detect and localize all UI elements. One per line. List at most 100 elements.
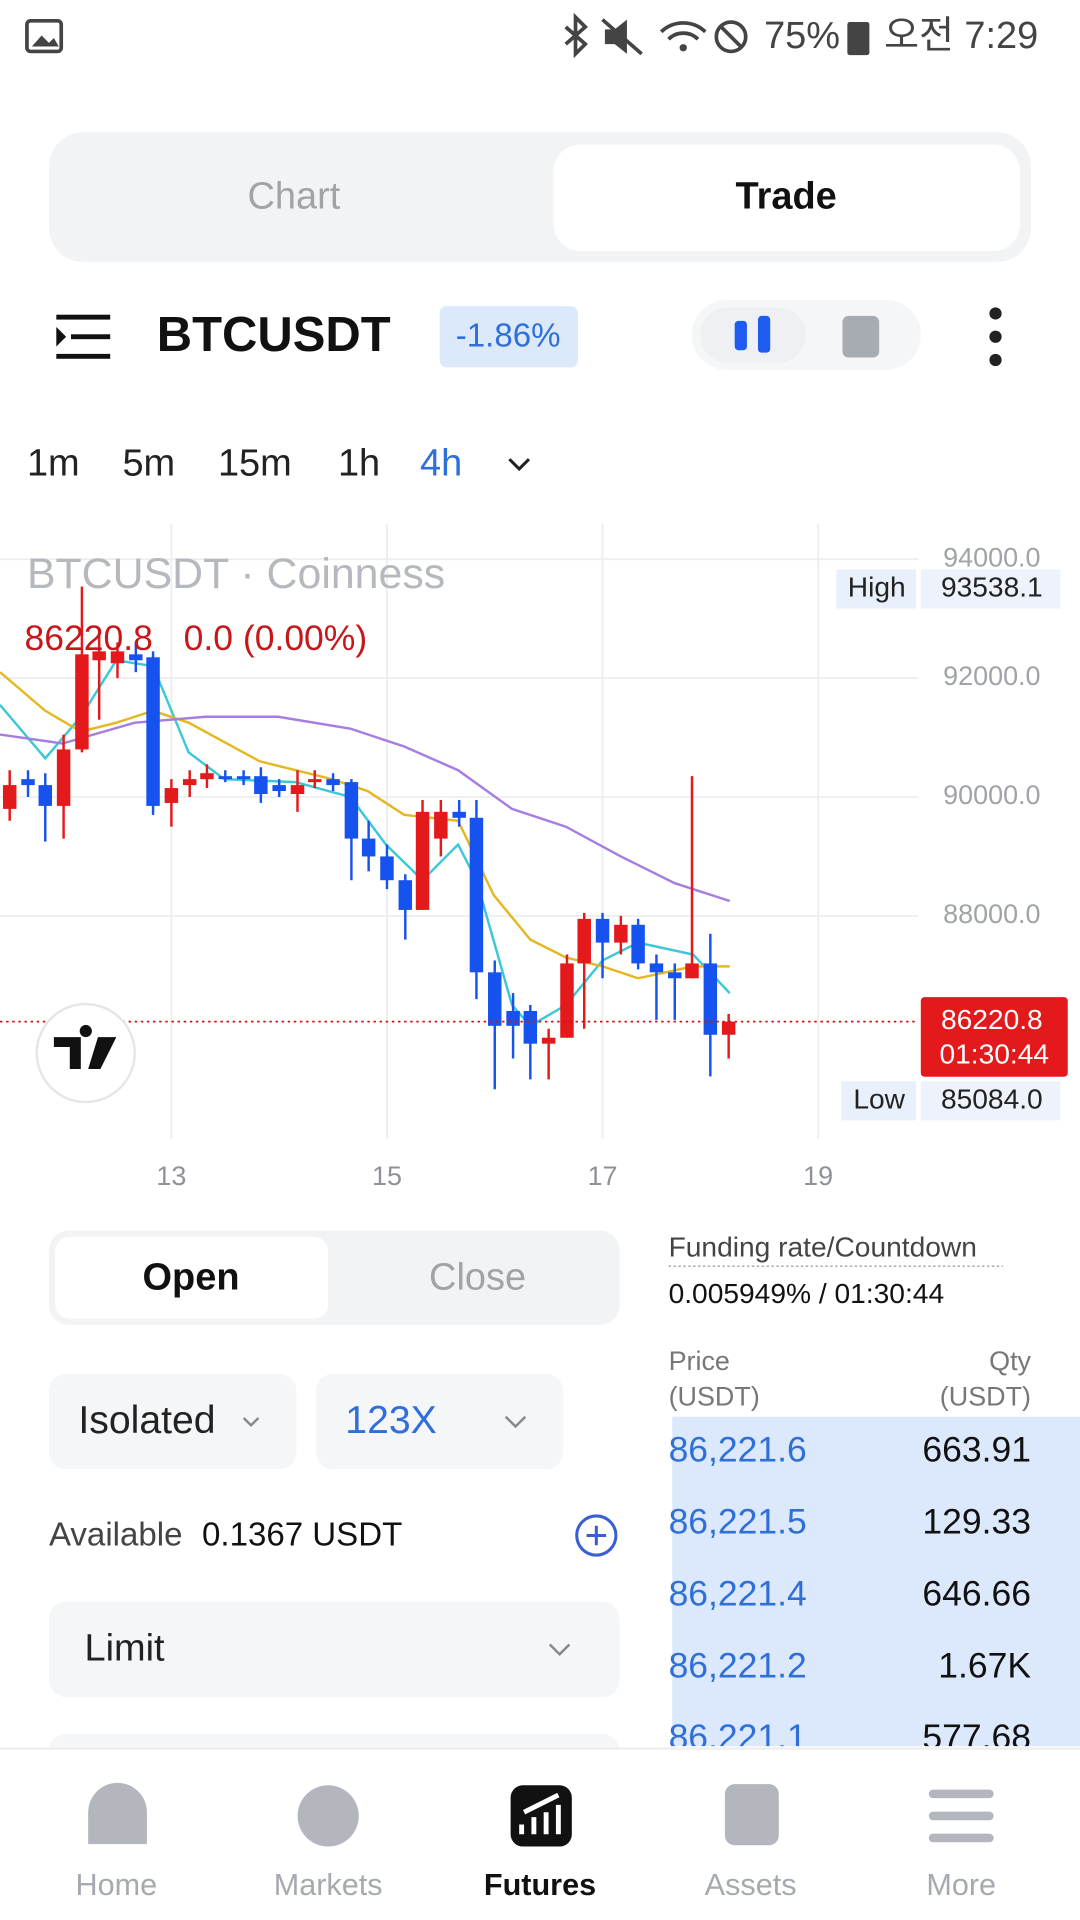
price-tag-countdown: 01:30:44 — [939, 1038, 1049, 1069]
candle-body — [110, 651, 125, 664]
timeframe[interactable]: 1m — [27, 442, 80, 484]
book-price[interactable]: 86,221.1 — [669, 1717, 807, 1757]
block-slash — [719, 25, 743, 48]
nav-item[interactable]: Home — [75, 1868, 157, 1902]
candle-body — [415, 811, 430, 910]
candle-icon — [757, 315, 771, 353]
menu-line — [56, 353, 111, 359]
kebab-dot[interactable] — [989, 330, 1002, 343]
mute-icon — [604, 19, 627, 54]
doc-icon[interactable] — [842, 315, 880, 358]
candle-body — [200, 773, 214, 780]
candle-body — [164, 788, 179, 803]
leverage-select[interactable] — [315, 1373, 564, 1470]
view-toggle-active — [700, 307, 806, 363]
timeframe-dropdown[interactable] — [508, 458, 531, 472]
ohlc-price: 86220.8 — [24, 618, 152, 658]
timeframe[interactable]: 5m — [122, 442, 175, 484]
candle-body — [560, 963, 574, 1038]
leverage: 123X — [345, 1399, 436, 1442]
low-label-bg — [841, 1081, 916, 1121]
moving-average — [0, 671, 730, 980]
margin-mode: Isolated — [78, 1399, 215, 1442]
candle-body — [721, 1021, 736, 1035]
nav-item[interactable]: Futures — [484, 1868, 596, 1902]
candle-body — [344, 782, 359, 839]
x-tick-label: 17 — [588, 1161, 618, 1191]
tab-active-bg — [553, 144, 1020, 252]
menu-line — [71, 334, 111, 340]
moving-average — [0, 715, 731, 903]
timeframe[interactable]: 15m — [218, 442, 292, 484]
candle-body — [595, 918, 610, 943]
futures-icon-bars — [519, 1792, 561, 1835]
book-price[interactable]: 86,221.2 — [669, 1645, 807, 1685]
tv-logo[interactable] — [35, 1002, 136, 1104]
add-funds[interactable] — [575, 1514, 618, 1557]
mode-tab[interactable]: Close — [429, 1257, 526, 1299]
low-value-bg — [920, 1081, 1061, 1121]
home-icon — [88, 1782, 147, 1845]
futures-icon — [510, 1785, 572, 1847]
high-label-bg — [836, 569, 916, 609]
candle-body — [523, 1010, 538, 1044]
price-tag-value: 86220.8 — [941, 1004, 1043, 1035]
tab[interactable]: Trade — [736, 175, 837, 217]
x-tick-label: 19 — [803, 1161, 833, 1191]
book-header: Price — [669, 1346, 730, 1376]
book-header: (USDT) — [940, 1381, 1031, 1411]
candle-body — [469, 817, 484, 973]
margin-select[interactable] — [48, 1373, 297, 1470]
markets-icon — [297, 1785, 359, 1847]
candle-body — [361, 838, 376, 857]
y-tick-label: 90000.0 — [943, 780, 1040, 810]
book-price[interactable]: 86,221.6 — [669, 1430, 807, 1470]
chart: 88000.0 90000.0 92000.0 94000.0 13 15 17 19 BTC… — [0, 524, 1068, 1191]
kebab-dot[interactable] — [989, 307, 1002, 320]
candle-body — [703, 963, 718, 1035]
menu-icon[interactable] — [56, 314, 111, 359]
nav-item[interactable]: Markets — [274, 1868, 383, 1902]
tv-logo-mark — [53, 1024, 117, 1069]
book-header: Qty — [989, 1346, 1031, 1376]
chart-title: BTCUSDT · Coinness — [27, 550, 445, 598]
candle-body — [326, 779, 340, 786]
kebab-dot[interactable] — [989, 353, 1002, 367]
more-icon — [928, 1789, 994, 1843]
y-tick-label: 92000.0 — [943, 661, 1040, 691]
clock: 오전 7:29 — [884, 15, 1038, 57]
candle-body — [290, 785, 305, 795]
low-label: Low — [853, 1083, 905, 1114]
candle-body — [236, 776, 251, 780]
book-price[interactable]: 86,221.5 — [669, 1501, 807, 1541]
wifi-dot — [679, 44, 687, 52]
candle-body — [452, 811, 466, 818]
candle-body — [2, 785, 17, 809]
timeframe[interactable]: 4h — [420, 442, 462, 484]
nav-item[interactable]: More — [926, 1868, 996, 1902]
candle-body — [577, 918, 591, 964]
order-type-select[interactable] — [48, 1601, 620, 1698]
candle-body — [38, 785, 53, 806]
book-price[interactable]: 86,221.4 — [669, 1573, 807, 1613]
menu-arrow — [56, 326, 67, 347]
tab[interactable]: Chart — [247, 175, 340, 217]
price-tag: 86220.8 01:30:44 — [920, 997, 1068, 1077]
funding-value: 0.005949% / 01:30:44 — [669, 1278, 945, 1309]
battery-text: 75% — [764, 15, 840, 57]
grid: 88000.0 90000.0 92000.0 94000.0 13 15 17 19 — [0, 524, 1041, 1191]
ohlc-change: 0.0 (0.00%) — [184, 618, 368, 658]
book-qty: 646.66 — [922, 1573, 1031, 1613]
mode-tab[interactable]: Open — [143, 1257, 240, 1299]
candle-body — [380, 856, 394, 881]
candle-body — [631, 924, 645, 964]
nav-item[interactable]: Assets — [705, 1868, 797, 1902]
order-book: 86,221.6 663.91 86,221.5 129.33 86,221.4 646.… — [669, 1416, 1080, 1757]
symbol: BTCUSDT — [157, 308, 391, 362]
candle-body — [182, 779, 197, 786]
timeframe[interactable]: 1h — [338, 442, 380, 484]
candle-body — [21, 779, 35, 786]
x-tick-label: 13 — [156, 1161, 186, 1191]
block-icon — [714, 20, 748, 54]
